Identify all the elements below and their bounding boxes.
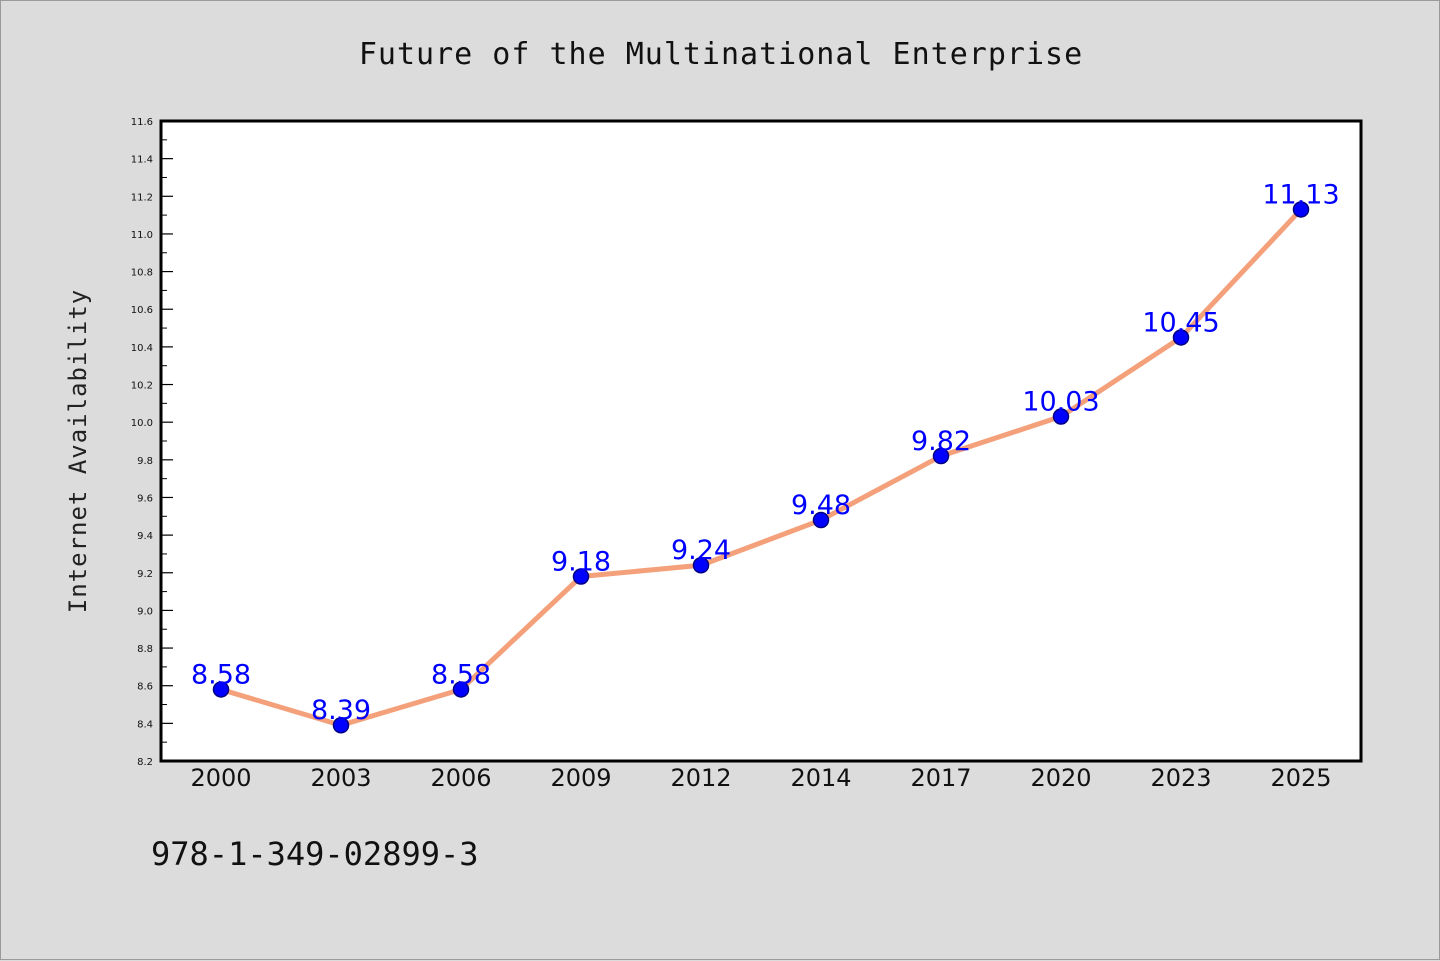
data-label: 10.03: [1022, 387, 1099, 418]
x-tick-label: 2012: [670, 764, 731, 792]
data-point: [332, 716, 350, 734]
y-tick-label: 10.0: [131, 418, 153, 429]
data-labels: 8.58 8.39 8.58 9.18 9.24 9.48 9.82 10.03 10.45 11…: [191, 179, 1340, 726]
y-axis: 8.2 8.4 8.6 8.8 9.0 9.2 9.4 9.6 9.8 10.0 10.2 10.4 1…: [131, 117, 173, 768]
y-tick-label: 10.4: [131, 343, 153, 354]
x-axis: 2000 2003 2006 2009 2012 2014 2017 2020 2023 2025: [190, 764, 1331, 792]
data-point: [1292, 201, 1310, 218]
y-tick-label: 10.2: [131, 381, 153, 392]
y-tick-label: 9.0: [137, 606, 153, 617]
data-point: [812, 511, 830, 529]
y-tick-label: 8.2: [137, 757, 153, 768]
y-tick-label: 11.4: [131, 155, 153, 166]
series-layer: [212, 201, 1310, 734]
y-axis-label: Internet Availability: [64, 289, 92, 613]
y-tick-label: 8.4: [137, 719, 153, 730]
data-point: [1172, 329, 1190, 346]
y-tick-label: 11.6: [131, 117, 153, 128]
y-tick-label: 9.6: [137, 493, 153, 504]
data-label: 9.18: [551, 547, 611, 578]
x-tick-label: 2017: [910, 764, 971, 792]
y-tick-label: 9.8: [137, 456, 153, 467]
y-tick-label: 8.8: [137, 644, 153, 655]
x-tick-label: 2009: [550, 764, 611, 792]
plot-area: [159, 119, 1363, 763]
x-tick-label: 2025: [1270, 764, 1331, 792]
data-point: [572, 568, 590, 585]
y-tick-label: 11.0: [131, 230, 153, 241]
data-point: [692, 556, 710, 574]
series-line: [220, 207, 1303, 728]
data-point: [1052, 408, 1070, 425]
y-tick-label: 8.6: [137, 682, 153, 693]
x-tick-label: 2006: [430, 764, 491, 792]
data-label: 9.48: [791, 490, 851, 521]
data-label: 8.58: [431, 659, 491, 690]
chart-title: Future of the Multinational Enterprise: [359, 37, 1083, 72]
data-point: [932, 447, 950, 465]
y-tick-label: 10.6: [131, 305, 153, 316]
x-tick-label: 2023: [1150, 764, 1211, 792]
y-tick-label: 9.2: [137, 569, 153, 580]
x-tick-label: 2014: [790, 764, 851, 792]
data-label: 10.45: [1142, 307, 1219, 338]
data-point: [212, 681, 230, 698]
x-tick-label: 2020: [1030, 764, 1091, 792]
data-label: 11.13: [1262, 179, 1339, 210]
x-tick-label: 2000: [190, 764, 251, 792]
y-tick-label: 11.2: [131, 192, 153, 203]
data-point: [452, 681, 470, 698]
x-tick-label: 2003: [310, 764, 371, 792]
data-label: 9.82: [911, 426, 971, 457]
data-label: 8.58: [191, 659, 251, 690]
y-tick-label: 9.4: [137, 531, 153, 542]
isbn-footer: 978-1-349-02899-3: [151, 835, 479, 873]
data-label: 8.39: [311, 695, 371, 726]
y-tick-label: 10.8: [131, 268, 153, 279]
data-label: 9.24: [671, 535, 731, 566]
